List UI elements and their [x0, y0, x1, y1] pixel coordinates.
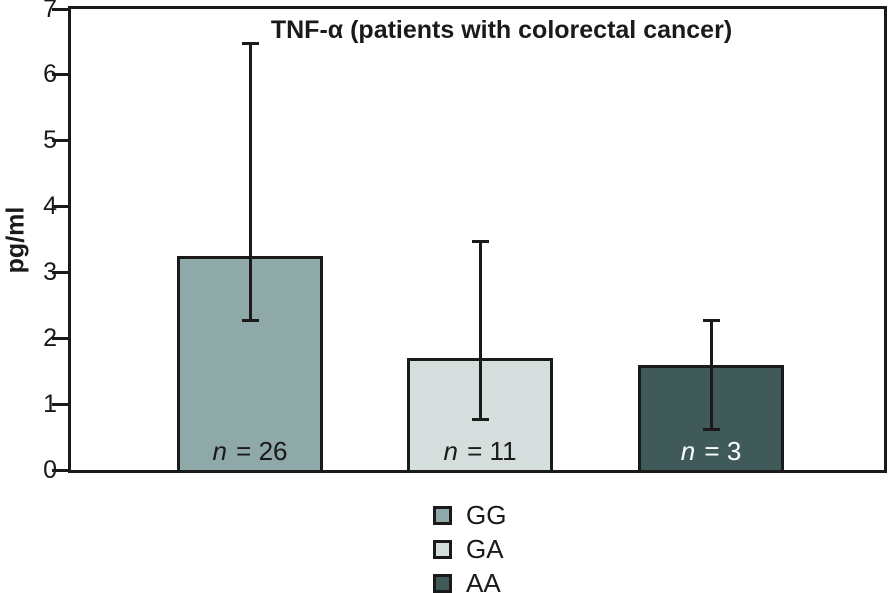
legend-swatch [433, 573, 452, 593]
error-bar-cap-top [241, 41, 259, 45]
y-tick-label: 5 [43, 126, 57, 155]
n-symbol: n [680, 436, 696, 466]
y-tick-mark [52, 468, 69, 472]
chart-title: TNF-α (patients with colorectal cancer) [270, 16, 733, 44]
y-tick-mark [52, 73, 69, 77]
y-tick-mark [52, 270, 69, 274]
legend-swatch [433, 505, 452, 525]
legend-label: GG [466, 500, 507, 530]
n-value: = 11 [459, 436, 517, 466]
error-bar-line [248, 41, 252, 322]
y-tick-label: 4 [43, 192, 57, 221]
y-tick-mark [52, 205, 69, 209]
error-bar-cap-bottom [471, 417, 489, 421]
error-bar-line [478, 239, 482, 421]
bar-n-label: n = 11 [407, 436, 553, 466]
error-bar-cap-bottom [702, 427, 720, 431]
y-tick-mark [52, 402, 69, 406]
y-tick-label: 6 [43, 60, 57, 89]
y-tick-mark [52, 7, 69, 11]
legend-item-ga: GA [433, 534, 506, 564]
y-axis-label: pg/ml [1, 206, 30, 274]
plot-area: TNF-α (patients with colorectal cancer) … [43, 0, 887, 482]
bar-n-label: n = 3 [638, 436, 784, 466]
legend-label: AA [466, 568, 501, 593]
n-symbol: n [212, 436, 227, 466]
legend-item-gg: GG [433, 500, 507, 530]
error-bar-cap-top [702, 318, 720, 322]
y-tick-mark [52, 139, 69, 143]
y-tick-label: 0 [43, 455, 57, 484]
y-tick-label: 7 [43, 0, 57, 23]
legend-label: GA [466, 534, 504, 564]
n-value: = 26 [228, 436, 288, 466]
n-symbol: n [443, 436, 458, 466]
y-tick-label: 2 [43, 323, 57, 352]
y-tick-label: 1 [43, 389, 57, 418]
y-tick-mark [52, 336, 69, 340]
legend-item-aa: AA [433, 568, 506, 593]
legend: GG GA AA [433, 500, 507, 593]
error-bar-cap-top [471, 239, 489, 243]
y-tick-label: 3 [43, 257, 57, 286]
n-value: = 3 [697, 436, 742, 466]
legend-swatch [433, 539, 452, 559]
bar-n-label: n = 26 [177, 436, 323, 466]
error-bar-line [709, 318, 713, 431]
error-bar-cap-bottom [241, 318, 259, 322]
